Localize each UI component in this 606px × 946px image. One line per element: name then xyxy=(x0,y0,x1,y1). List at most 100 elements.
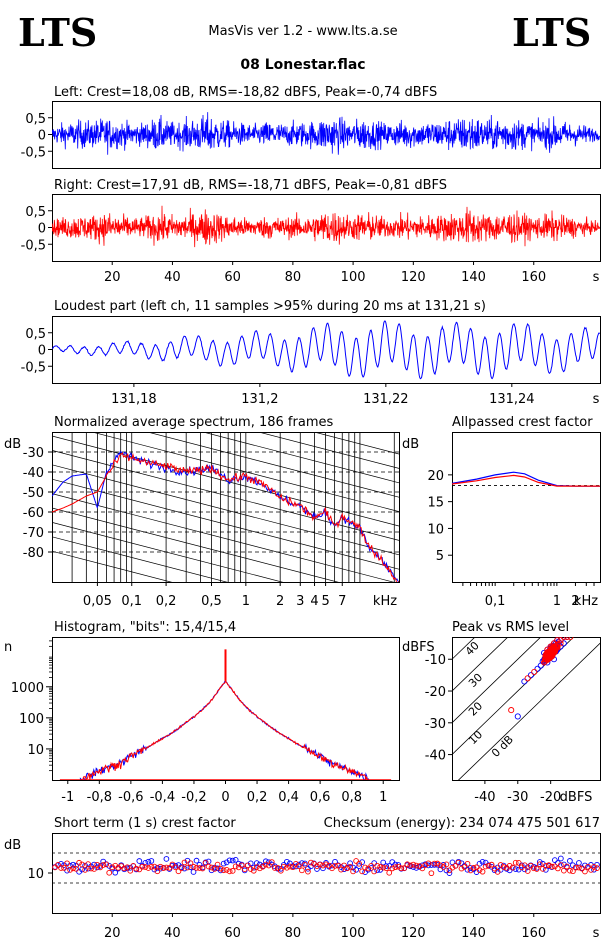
peak_vs_rms-diag-label: 10 xyxy=(466,728,485,747)
short_term_crest-point-blue xyxy=(70,861,76,868)
spectrum-slope xyxy=(52,478,399,570)
spectrum-grid xyxy=(52,432,399,582)
short_term_crest-point-red xyxy=(253,864,260,870)
short_term_crest-point-blue xyxy=(558,855,564,862)
spectrum-slope xyxy=(52,450,399,541)
spectrum-ylabel: dB xyxy=(4,437,21,452)
short_term_crest-point-blue xyxy=(368,865,375,871)
histogram-trace-blue xyxy=(79,680,370,780)
short_term_crest-point-blue xyxy=(428,862,435,868)
peak_vs_rms-ytick-label: -10 xyxy=(425,653,446,668)
short_term_crest-point-red xyxy=(479,868,486,875)
peak_vs_rms-point-blue xyxy=(534,665,541,672)
short_term_crest-point-red xyxy=(452,863,459,869)
histogram-xtick-label: -0,8 xyxy=(87,790,112,805)
short_term_crest-point-blue xyxy=(112,869,119,876)
spectrum-xtick-label: 3 xyxy=(296,594,304,609)
short_term_crest-point-red xyxy=(579,865,585,872)
short_term_crest-point-blue xyxy=(410,864,417,870)
right_waveform-xtick-label: 100 xyxy=(341,270,366,285)
short_term_crest-point-red xyxy=(184,864,191,871)
allpassed_crest-ytick-label: 15 xyxy=(427,496,444,511)
peak_vs_rms-xtick-label: -40 xyxy=(474,790,495,805)
short_term_crest-point-red xyxy=(256,865,263,872)
short_term_crest-point-red xyxy=(115,864,122,871)
peak_vs_rms-ylabel: dBFS xyxy=(402,640,435,655)
short_term_crest-point-red xyxy=(431,860,438,867)
histogram-title: Histogram, "bits": 15,4/15,4 xyxy=(54,620,236,635)
peak_vs_rms-point-red xyxy=(524,675,531,682)
short_term_crest-point-red xyxy=(133,865,140,872)
short_term_crest-point-red xyxy=(139,863,146,870)
allpassed_crest-title: Allpassed crest factor xyxy=(452,415,593,430)
short_term_crest-point-red xyxy=(226,868,233,875)
short_term_crest-point-blue xyxy=(383,863,390,869)
short_term_crest-point-red xyxy=(591,864,597,870)
left_waveform-title: Left: Crest=18,08 dB, RMS=-18,82 dBFS, P… xyxy=(54,85,437,100)
short_term_crest-point-red xyxy=(268,859,275,865)
spectrum-xtick-label: 0,2 xyxy=(156,594,177,609)
short_term_crest-point-red xyxy=(302,862,308,868)
short_term_crest-point-red xyxy=(287,863,293,870)
short_term_crest-point-red xyxy=(338,866,344,873)
right_waveform-xtick-label: 80 xyxy=(285,270,302,285)
short_term_crest-point-red xyxy=(193,864,200,871)
file-name: 08 Lonestar.flac xyxy=(240,57,366,73)
short_term_crest-point-red xyxy=(344,865,350,872)
short_term_crest-point-blue xyxy=(268,861,275,868)
short_term_crest-point-red xyxy=(398,865,405,872)
short_term_crest-point-blue xyxy=(229,857,236,864)
short_term_crest-point-blue xyxy=(542,866,549,873)
short_term_crest-point-red xyxy=(205,863,212,870)
peak_vs_rms-title: Peak vs RMS level xyxy=(452,620,569,635)
short_term_crest-point-red xyxy=(211,866,218,872)
short_term_crest-point-red xyxy=(506,862,513,869)
histogram-ytick-label: 100 xyxy=(19,712,44,727)
loudest_part-ytick-label: -0,5 xyxy=(21,360,46,375)
short_term_crest-point-red xyxy=(588,867,594,873)
peak_vs_rms-point-blue xyxy=(521,678,528,685)
allpassed_crest-xtick-label: 1 xyxy=(553,594,561,609)
spectrum-slope xyxy=(52,493,395,582)
short_term_crest-point-blue xyxy=(299,860,305,866)
short_term_crest-series xyxy=(52,855,600,877)
short_term_crest-point-blue xyxy=(154,864,161,871)
short_term_crest-point-red xyxy=(250,867,257,874)
short_term_crest-point-red xyxy=(350,868,356,875)
short_term_crest-point-red xyxy=(434,860,441,867)
short_term_crest-point-red xyxy=(404,861,411,868)
peak_vs_rms-diag-label: 40 xyxy=(463,639,482,658)
short_term_crest-point-red xyxy=(585,863,591,870)
allpassed_crest-ytick-label: 20 xyxy=(427,469,444,484)
short_term_crest-point-red xyxy=(181,859,188,866)
histogram-xtick-label: 0,6 xyxy=(310,790,331,805)
short_term_crest-point-red xyxy=(473,864,480,871)
short_term_crest-point-red xyxy=(136,866,143,873)
right_waveform-xlabel: s xyxy=(593,270,600,285)
short_term_crest-point-blue xyxy=(567,858,573,864)
short_term_crest-point-red xyxy=(280,863,287,870)
short_term_crest-point-blue xyxy=(61,862,67,869)
spectrum-ytick-label: -30 xyxy=(23,446,44,461)
short_term_crest-point-red xyxy=(386,869,393,876)
short_term_crest-point-blue xyxy=(551,857,558,863)
loudest_part-frame xyxy=(52,316,601,384)
short_term_crest-point-red xyxy=(142,864,149,870)
short_term_crest-point-blue xyxy=(280,861,287,868)
short_term_crest-point-red xyxy=(320,862,326,869)
short_term_crest-point-blue xyxy=(293,863,299,870)
spectrum-xtick-label: 0,5 xyxy=(201,594,222,609)
short_term_crest-point-red xyxy=(187,860,194,867)
short_term_crest-point-red xyxy=(148,864,155,870)
short_term_crest-point-blue xyxy=(524,864,531,870)
short_term_crest-point-red xyxy=(220,867,227,874)
short_term_crest-point-blue xyxy=(58,861,64,867)
short_term_crest-point-red xyxy=(449,864,456,871)
short_term_crest-point-blue xyxy=(226,857,233,864)
spectrum-slope xyxy=(52,536,228,582)
short_term_crest-point-red xyxy=(389,865,396,872)
short_term_crest-point-red xyxy=(55,862,61,868)
short_term_crest-point-red xyxy=(244,862,251,869)
short_term_crest-point-red xyxy=(353,858,359,864)
short_term_crest-point-red xyxy=(515,860,522,866)
